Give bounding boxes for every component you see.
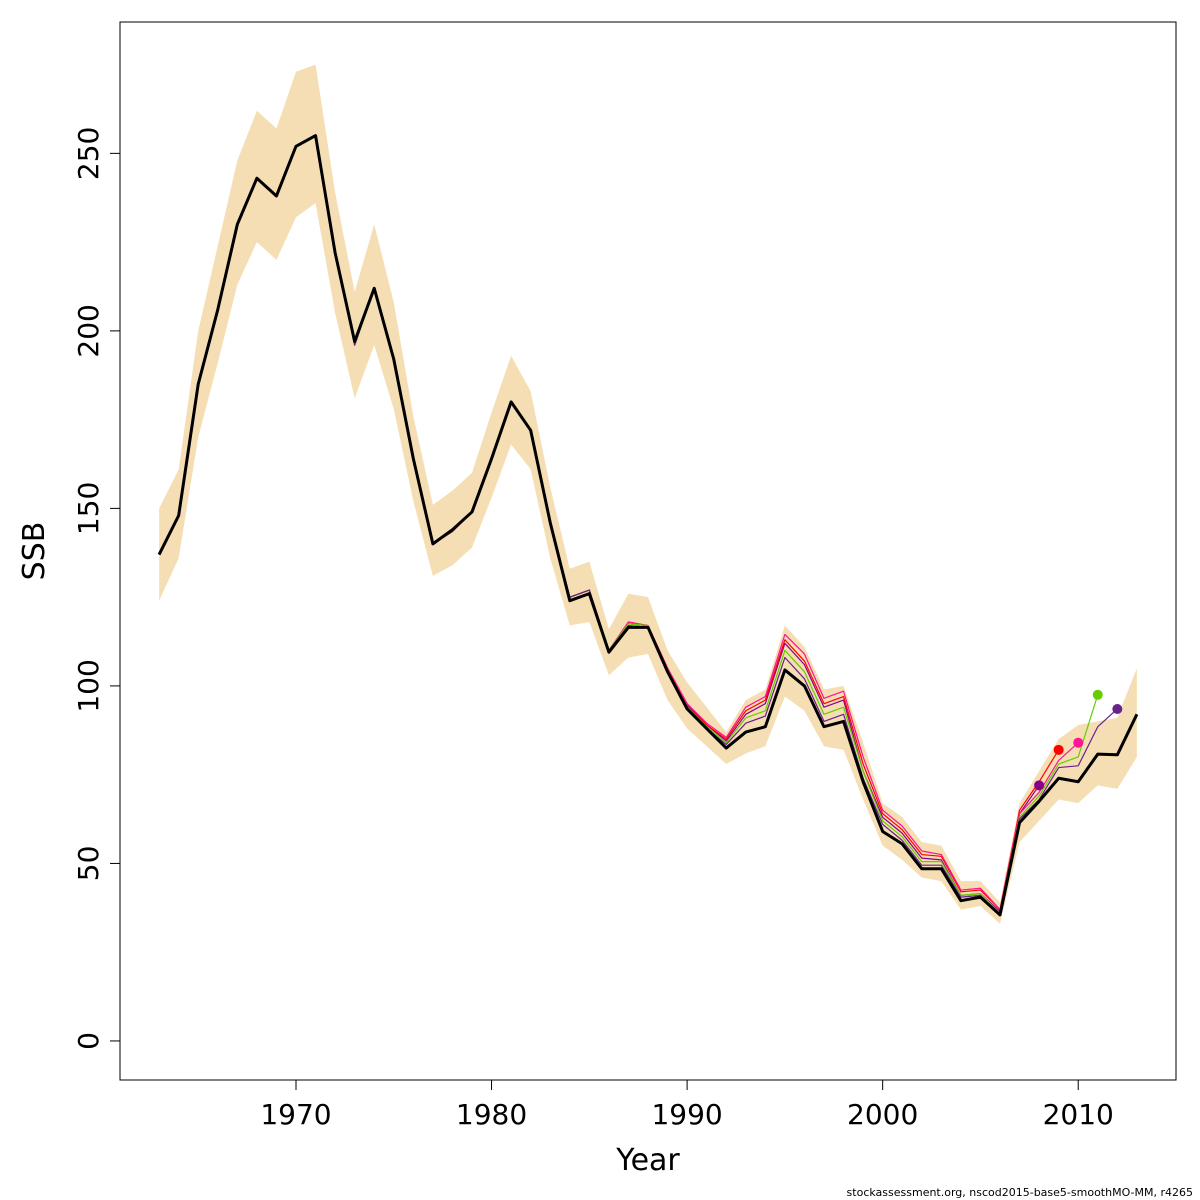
series-endpoint-retro-5 — [1112, 703, 1123, 714]
x-tick-label-2010: 2010 — [1043, 1098, 1114, 1131]
y-axis: 0 50 100 150 200 250 — [72, 127, 120, 1050]
endpoint-marker-layer — [1034, 689, 1123, 791]
y-axis-title: SSB — [17, 522, 52, 581]
series-endpoint-retro-1 — [1034, 780, 1045, 791]
x-tick-label-2000: 2000 — [847, 1098, 918, 1131]
x-axis-title: Year — [615, 1143, 680, 1178]
x-axis: 1970 1980 1990 2000 2010 — [260, 1080, 1114, 1131]
series-endpoint-retro-3 — [1073, 737, 1084, 748]
y-tick-label-150: 150 — [72, 482, 105, 535]
credit-text: stockassessment.org, nscod2015-base5-smo… — [847, 1186, 1193, 1199]
plot-frame — [119, 21, 1177, 1081]
y-tick-label-250: 250 — [72, 127, 105, 180]
series-endpoint-retro-4 — [1092, 689, 1103, 700]
series-endpoint-retro-2 — [1053, 744, 1064, 755]
y-tick-label-50: 50 — [72, 846, 105, 882]
confidence-band — [159, 64, 1137, 924]
x-tick-label-1980: 1980 — [456, 1098, 527, 1131]
series-layer — [157, 134, 1139, 917]
x-tick-label-1990: 1990 — [651, 1098, 722, 1131]
y-tick-label-100: 100 — [72, 659, 105, 712]
x-tick-label-1970: 1970 — [260, 1098, 331, 1131]
y-tick-label-200: 200 — [72, 304, 105, 357]
confidence-band-layer — [159, 64, 1137, 924]
y-tick-label-0: 0 — [72, 1032, 105, 1050]
series-line-main — [157, 134, 1139, 917]
